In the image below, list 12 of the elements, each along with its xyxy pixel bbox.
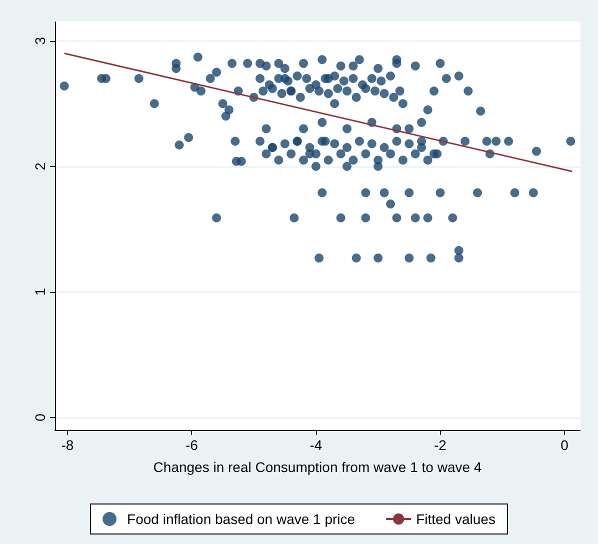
x-tick-label: -2 (434, 437, 447, 453)
legend-label: Fitted values (416, 511, 496, 527)
x-tick-label: -6 (185, 437, 198, 453)
x-tick-label: 0 (560, 437, 569, 453)
y-tick-label: 3 (32, 36, 48, 45)
x-tick-label: -8 (61, 437, 74, 453)
legend-label: Food inflation based on wave 1 price (127, 511, 356, 527)
y-tick-label: 2 (32, 162, 48, 170)
y-tick-label: 1 (32, 288, 48, 296)
x-axis-title: Changes in real Consumption from wave 1 to wave 4 (153, 459, 482, 475)
y-tick-label: 0 (32, 413, 48, 422)
x-tick-label: -4 (310, 437, 322, 453)
